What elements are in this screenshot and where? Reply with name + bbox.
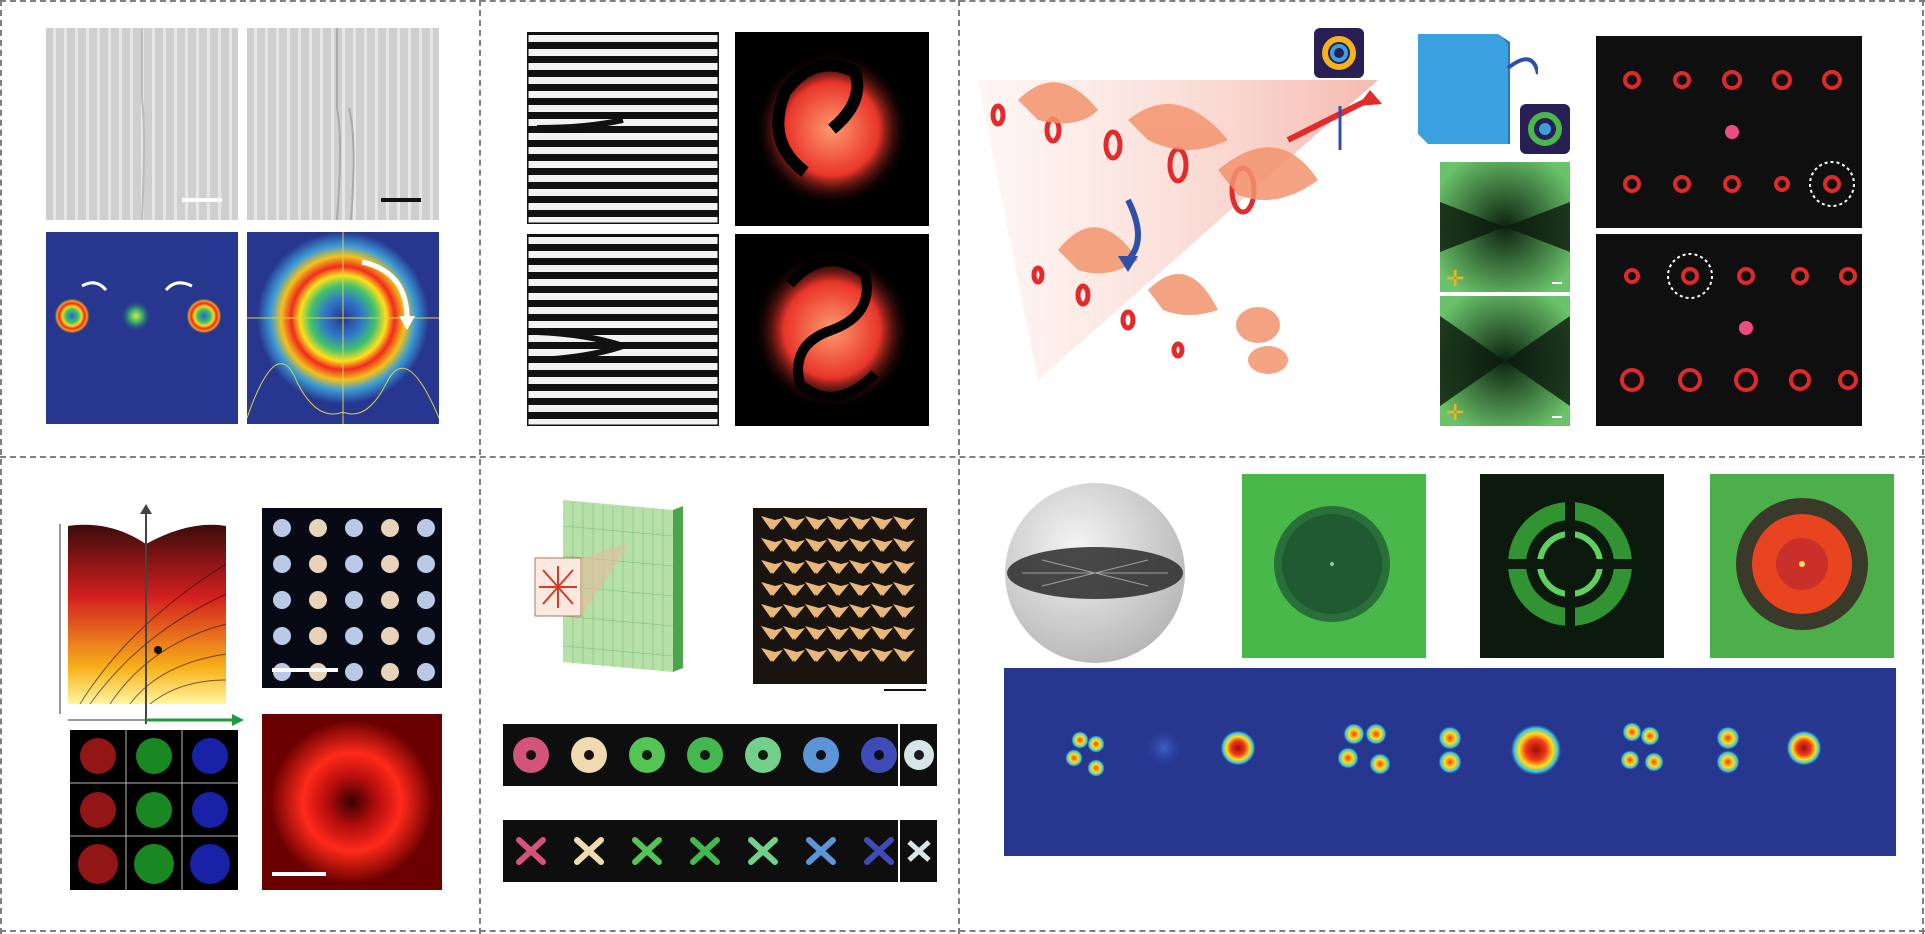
panel-metasurface-generation: ✛ ✛ xyxy=(958,0,1922,456)
color-pinwheel-series xyxy=(516,837,894,865)
panel-lc-arrays xyxy=(0,456,479,930)
polarized-green-1: ✛ xyxy=(1440,162,1570,292)
phase-profile-plot xyxy=(59,504,244,726)
spiral-beam-1 xyxy=(735,32,929,226)
vortex-array-top xyxy=(1596,36,1862,228)
fork-hologram-1 xyxy=(527,32,719,224)
panel-droplets-modes xyxy=(958,456,1922,930)
mode-group-1 xyxy=(1065,726,1256,777)
metasurface-plate-schematic xyxy=(534,500,683,672)
frame-top xyxy=(0,0,1925,2)
heatmap-three-beams xyxy=(46,232,238,424)
scale-bar-black xyxy=(381,198,421,202)
frame-right xyxy=(1922,0,1924,934)
panel-fork-holograms xyxy=(479,0,958,456)
polarized-green-2: ✛ xyxy=(1440,296,1570,426)
frame-bottom xyxy=(0,930,1925,932)
mode-profile-strip xyxy=(1004,668,1896,856)
mode-group-3 xyxy=(1620,722,1822,774)
micrograph-fork-grating-2 xyxy=(247,28,439,220)
vortex-array-bottom xyxy=(1596,234,1862,426)
color-donut-series xyxy=(513,737,897,773)
panel-metasurface-rows xyxy=(479,456,958,930)
spiral-beam-2 xyxy=(735,234,929,426)
svg-text:✛: ✛ xyxy=(1446,401,1464,426)
mode-grid-cells xyxy=(78,738,230,884)
beam-generation-schematic xyxy=(978,80,1382,380)
red-donut-beam xyxy=(262,714,442,890)
scale-bar xyxy=(884,689,926,691)
inset-ring-mode-1 xyxy=(1314,28,1364,78)
vortex-row-donuts xyxy=(503,724,937,786)
micrograph-fork-grating-1 xyxy=(46,28,238,220)
divider-vertical-1 xyxy=(479,0,481,934)
metasurface-slab xyxy=(1418,34,1538,144)
pinwheel-array xyxy=(753,508,927,684)
droplet-green-2 xyxy=(1480,474,1664,658)
vortex-row-pinwheels xyxy=(503,820,937,882)
wavefront-ribbons xyxy=(1018,82,1318,374)
fork-hologram-2 xyxy=(527,234,719,426)
pinwheel-row xyxy=(761,516,915,530)
mode-group-2 xyxy=(1337,723,1562,776)
frame-left xyxy=(0,0,2,934)
divider-vertical-2 xyxy=(958,0,960,934)
droplet-green-1 xyxy=(1242,474,1426,658)
inset-ring-mode-2 xyxy=(1520,104,1570,154)
heatmap-donut-beam xyxy=(247,232,439,424)
rgb-mode-grid xyxy=(70,730,238,890)
svg-text:✛: ✛ xyxy=(1446,267,1464,292)
panel-fork-gratings xyxy=(0,0,479,456)
lc-vortex-lattice xyxy=(262,508,442,688)
divider-horizontal xyxy=(0,456,1925,458)
scale-bar-white xyxy=(182,198,222,202)
droplet-red-green xyxy=(1710,474,1894,658)
lc-cell-row xyxy=(273,519,435,537)
director-sphere xyxy=(1005,483,1185,663)
